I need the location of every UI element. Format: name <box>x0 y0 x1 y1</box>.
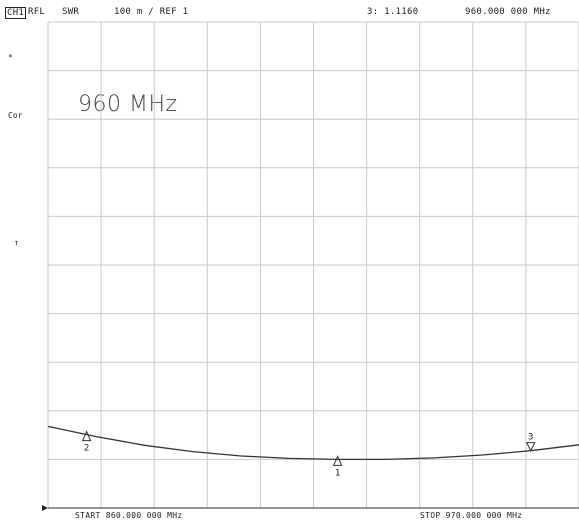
marker-triangle-icon <box>81 430 92 442</box>
marker-layer: 1 2 3 <box>81 430 536 478</box>
marker-label: 3 <box>528 433 533 443</box>
reference-arrow-icon: ↑ <box>14 238 19 247</box>
marker-3: 3 <box>525 433 536 452</box>
marker-label: 2 <box>84 444 89 454</box>
start-frequency: START 860.000 000 MHz <box>75 511 183 520</box>
stop-frequency: STOP 970.000 000 MHz <box>420 511 523 520</box>
marker-2: 2 <box>81 430 92 454</box>
channel-indicator: CH1 <box>5 7 27 19</box>
marker-1: 1 <box>332 455 343 478</box>
marker-frequency-readout: 960.000 000 MHz <box>465 7 551 17</box>
active-marker-asterisk: * <box>8 53 13 62</box>
correction-indicator: Cor <box>8 111 23 120</box>
swr-trace <box>47 425 579 461</box>
scale-reference: 100 m / REF 1 <box>114 7 189 17</box>
reference-line-pointer-icon <box>42 505 48 511</box>
marker-value-readout: 3: 1.1160 <box>367 7 419 17</box>
marker-label: 1 <box>335 468 340 478</box>
marker-triangle-icon <box>332 455 343 466</box>
display-format: SWR <box>62 7 80 17</box>
frequency-annotation: 960 MHz <box>78 92 178 117</box>
measurement-mode: RFL <box>28 7 46 17</box>
marker-triangle-icon <box>525 442 536 452</box>
plot-grid <box>47 21 579 509</box>
